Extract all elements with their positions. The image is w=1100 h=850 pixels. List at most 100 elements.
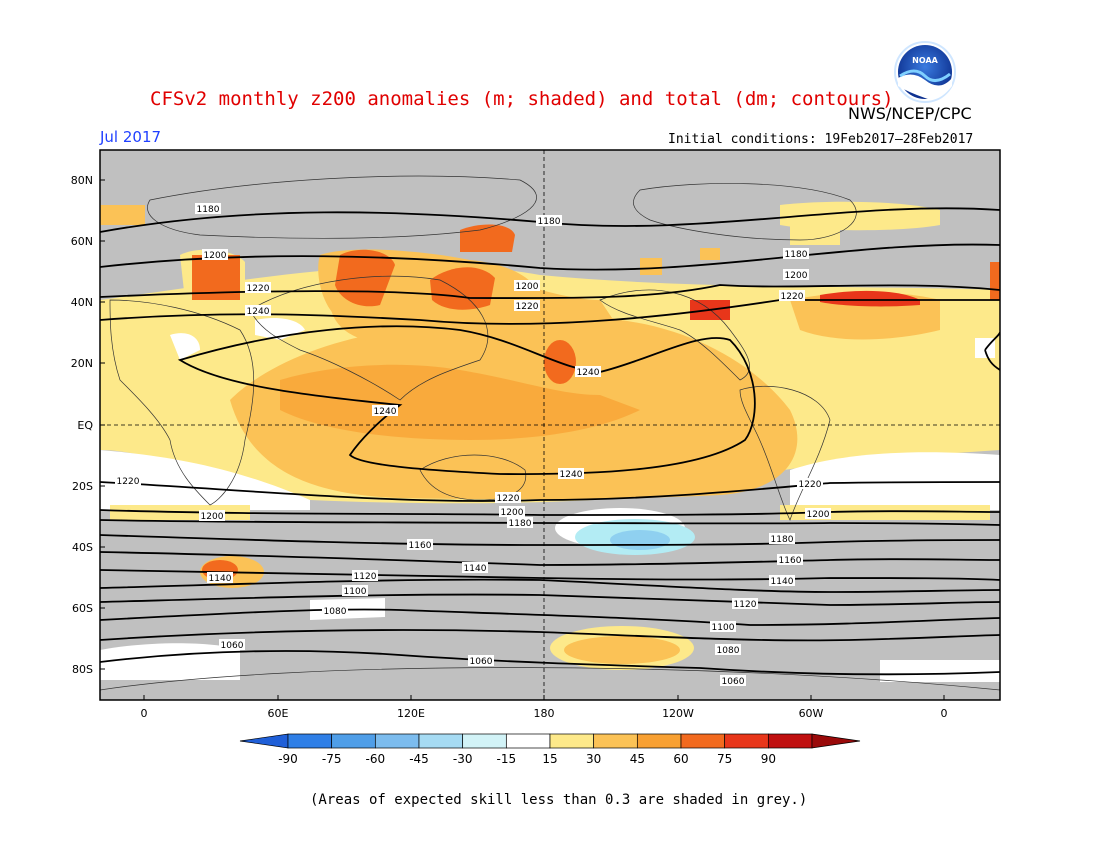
colorbar-swatch	[331, 733, 376, 749]
contour-label: 1240	[560, 470, 583, 480]
colorbar-tick-label: 90	[761, 752, 776, 766]
contour-label-bg	[407, 539, 433, 550]
contour-label: 1180	[509, 519, 532, 529]
colorbar-tick-label: 15	[542, 752, 557, 766]
colorbar-swatch	[767, 733, 813, 749]
lat-label: 60S	[72, 602, 93, 615]
contour-label-bg	[797, 478, 823, 489]
contour-label: 1120	[734, 600, 757, 610]
lat-label: EQ	[77, 419, 93, 432]
contour-label-bg	[219, 639, 245, 650]
lon-label: 0	[141, 707, 148, 720]
colorbar: -90 -75 -60 -45 -30 -15 15 30 45 60 75 90	[239, 733, 861, 766]
anomaly-region	[880, 660, 1000, 682]
colorbar-swatch	[287, 733, 333, 749]
colorbar-tick-label: -30	[453, 752, 473, 766]
coastlines	[100, 175, 1000, 691]
contour-label: 1200	[204, 251, 227, 261]
longitude-labels: 0 60E 120E 180 120W 60W 0	[141, 695, 948, 720]
contour-label-bg	[507, 517, 533, 528]
noaa-logo-icon: NOAA	[894, 41, 956, 103]
contour-label-bg	[468, 655, 494, 666]
forecast-month: Jul 2017	[100, 128, 162, 146]
contour-label-bg	[245, 305, 271, 316]
contour-label-bg	[715, 644, 741, 655]
contour-label-bg	[372, 405, 398, 416]
colorbar-swatch	[418, 733, 464, 749]
lon-label: 60W	[799, 707, 824, 720]
lat-label: 60N	[71, 235, 93, 248]
initial-conditions: Initial conditions: 19Feb2017–28Feb2017	[668, 132, 974, 147]
height-contours	[100, 207, 1000, 676]
colorbar-swatch	[724, 733, 769, 749]
contour-label: 1140	[209, 574, 232, 584]
contour-label-bg	[732, 598, 758, 609]
chart-title: CFSv2 monthly z200 anomalies (m; shaded)…	[150, 88, 894, 110]
contour-label: 1180	[538, 217, 561, 227]
lon-label: 0	[941, 707, 948, 720]
colorbar-swatch	[374, 733, 420, 749]
colorbar-low-arrow	[239, 733, 289, 749]
colorbar-tick-label: -60	[366, 752, 386, 766]
skill-footnote: (Areas of expected skill less than 0.3 a…	[310, 792, 808, 808]
colorbar-tick-label: -75	[322, 752, 342, 766]
contour-label-bg	[779, 290, 805, 301]
contour-label-bg	[710, 621, 736, 632]
anomaly-region	[564, 636, 680, 664]
lon-label: 180	[534, 707, 555, 720]
contour-label: 1240	[247, 307, 270, 317]
contour-label: 1080	[324, 607, 347, 617]
anomaly-region	[100, 450, 310, 510]
contour-label: 1180	[785, 250, 808, 260]
colorbar-swatch	[505, 733, 551, 749]
contour-label: 1220	[781, 292, 804, 302]
contour-label: 1200	[516, 282, 539, 292]
lat-label: 20S	[72, 480, 93, 493]
anomaly-region	[280, 364, 640, 440]
contour-label-bg	[536, 215, 562, 226]
contour-label-bg	[202, 249, 228, 260]
colorbar-swatch	[636, 733, 682, 749]
latitude-labels: 80N 60N 40N 20N EQ 20S 40S 60S 80S	[71, 174, 105, 676]
anomaly-region	[192, 255, 240, 300]
contour-label-bg	[783, 248, 809, 259]
contour-label: 1200	[785, 271, 808, 281]
lon-label: 120E	[397, 707, 425, 720]
contour-label: 1220	[516, 302, 539, 312]
contour-label: 1160	[409, 541, 432, 551]
contour-label: 1200	[807, 510, 830, 520]
contour-label-bg	[199, 510, 225, 521]
contour-label-bg	[558, 468, 584, 479]
contour-label-bg	[514, 280, 540, 291]
colorbar-swatch	[549, 733, 595, 749]
contour-label-bg	[769, 533, 795, 544]
lat-label: 80S	[72, 663, 93, 676]
colorbar-tick-label: 60	[673, 752, 688, 766]
contour-label-bg	[342, 585, 368, 596]
contour-label: 1060	[470, 657, 493, 667]
contour-label-bg	[115, 475, 141, 486]
contour-label: 1140	[464, 564, 487, 574]
contour-label-bg	[207, 572, 233, 583]
colorbar-high-arrow	[811, 733, 861, 749]
lon-label: 120W	[662, 707, 694, 720]
contour-label: 1220	[497, 494, 520, 504]
anomaly-region	[700, 248, 720, 260]
anomaly-region	[170, 333, 200, 360]
contour-label: 1200	[201, 512, 224, 522]
anomaly-region	[100, 205, 145, 225]
contour-label-bg	[352, 570, 378, 581]
contour-label: 1120	[354, 572, 377, 582]
contour-label: 1200	[501, 508, 524, 518]
lat-label: 80N	[71, 174, 93, 187]
contour-label-bg	[514, 300, 540, 311]
lat-label: 40N	[71, 296, 93, 309]
contour-label-bg	[499, 506, 525, 517]
contour-label: 1240	[577, 368, 600, 378]
contour-label: 1100	[712, 623, 735, 633]
colorbar-swatch	[593, 733, 638, 749]
contour-label: 1160	[779, 556, 802, 566]
contour-label-bg	[322, 605, 348, 616]
map-area: 1180118011801200120012001220122012201240…	[100, 150, 1000, 700]
contour-label: 1140	[771, 577, 794, 587]
